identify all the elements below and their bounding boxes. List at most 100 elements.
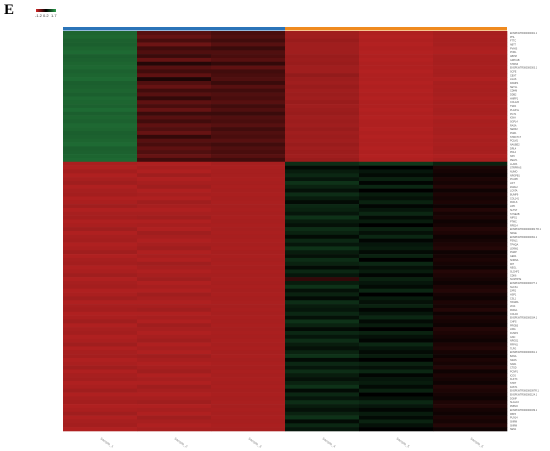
heatmap-cell-r60-c5 — [433, 261, 508, 266]
heatmap-cell-r100-c0 — [63, 415, 138, 420]
heatmap-cell-r78-c5 — [433, 331, 508, 336]
heatmap-cell-r76-c5 — [433, 323, 508, 328]
heatmap-cell-r16-c2 — [211, 92, 286, 97]
row-label: PTMC — [510, 220, 517, 223]
row-label: NAR1 — [510, 363, 517, 366]
row-label: LENW1 — [510, 247, 519, 250]
heatmap-cell-r8-c2 — [211, 61, 286, 66]
row-label: FAST1 — [510, 386, 518, 389]
row-label: STMCT1T — [510, 136, 522, 139]
heatmap-cell-r98-c3 — [285, 407, 360, 413]
heatmap-cell-r67-c4 — [359, 288, 434, 293]
heatmap-cell-r77-c2 — [211, 327, 286, 332]
heatmap-cell-r66-c1 — [137, 284, 212, 289]
heatmap-cell-r59-c3 — [285, 257, 360, 263]
heatmap-cell-r17-c0 — [63, 96, 138, 101]
heatmap-cell-r95-c1 — [137, 396, 212, 401]
heatmap-cell-r78-c2 — [211, 331, 286, 336]
heatmap-cell-r94-c3 — [285, 392, 360, 397]
heatmap-cell-r85-c1 — [137, 357, 212, 363]
heatmap-cell-r7-c0 — [63, 57, 138, 63]
heatmap-cell-r17-c1 — [137, 96, 212, 101]
heatmap-cell-r53-c0 — [63, 234, 138, 239]
heatmap-cell-r36-c4 — [359, 169, 434, 174]
heatmap-cell-r6-c2 — [211, 54, 286, 59]
heatmap-cell-r58-c2 — [211, 254, 286, 259]
row-label: COL126 — [510, 101, 520, 104]
heatmap-cell-r54-c4 — [359, 238, 434, 243]
heatmap-cell-r61-c4 — [359, 265, 434, 270]
heatmap-cell-r44-c4 — [359, 200, 434, 205]
heatmap-cell-r86-c4 — [359, 361, 434, 366]
heatmap-cell-r35-c0 — [63, 165, 138, 170]
panel-letter: E — [4, 2, 15, 18]
heatmap-cell-r76-c0 — [63, 323, 138, 328]
heatmap-cell-r70-c0 — [63, 300, 138, 305]
heatmap-cell-r48-c2 — [211, 215, 286, 220]
heatmap-cell-r71-c3 — [285, 304, 360, 309]
heatmap-cell-r76-c3 — [285, 323, 360, 328]
heatmap-cell-r38-c2 — [211, 177, 286, 182]
heatmap-cell-r64-c0 — [63, 277, 138, 282]
heatmap-cell-r62-c1 — [137, 269, 212, 274]
heatmap-cell-r12-c4 — [359, 77, 434, 82]
row-label: ENSPLWTR000000091.1 — [510, 236, 538, 239]
heatmap-cell-r75-c0 — [63, 319, 138, 324]
heatmap-cell-r23-c2 — [211, 119, 286, 124]
heatmap-cell-r61-c1 — [137, 265, 212, 270]
heatmap-cell-r26-c4 — [359, 131, 434, 136]
heatmap-cell-r8-c5 — [433, 61, 508, 66]
heatmap-cell-r47-c0 — [63, 211, 138, 216]
heatmap-cell-r62-c0 — [63, 269, 138, 274]
heatmap-cell-r34-c1 — [137, 161, 212, 166]
heatmap-cell-r65-c3 — [285, 281, 360, 286]
heatmap-cell-r22-c4 — [359, 115, 434, 120]
heatmap-cell-r66-c5 — [433, 284, 508, 289]
heatmap-cell-r73-c4 — [359, 311, 434, 316]
heatmap-cell-r11-c4 — [359, 73, 434, 78]
heatmap-cell-r40-c5 — [433, 184, 508, 189]
heatmap-cell-r23-c5 — [433, 119, 508, 124]
row-label: LIPK — [510, 205, 516, 208]
heatmap-cell-r47-c4 — [359, 211, 434, 216]
heatmap-cell-r47-c1 — [137, 211, 212, 216]
row-label: NUMO — [510, 170, 517, 173]
heatmap-cell-r28-c3 — [285, 138, 360, 143]
heatmap-cell-r96-c5 — [433, 400, 508, 405]
heatmap-cell-r45-c4 — [359, 204, 434, 209]
heatmap-cell-r38-c4 — [359, 177, 434, 182]
heatmap-cell-r30-c0 — [63, 146, 138, 151]
heatmap-cell-r70-c1 — [137, 300, 212, 305]
heatmap-cell-r100-c1 — [137, 415, 212, 420]
heatmap-cell-r2-c2 — [211, 38, 286, 43]
heatmap-cell-r37-c3 — [285, 173, 360, 178]
row-label: SLCHF2 — [510, 270, 520, 273]
heatmap-cell-r23-c0 — [63, 119, 138, 124]
heatmap-cell-r82-c2 — [211, 346, 286, 351]
heatmap-cell-r71-c0 — [63, 304, 138, 309]
heatmap-cell-r64-c2 — [211, 277, 286, 282]
heatmap-cell-r16-c5 — [433, 92, 508, 97]
row-label: ENSPLWTR000000097R.1 — [510, 390, 539, 393]
heatmap-cell-r97-c3 — [285, 404, 360, 409]
heatmap-cell-r83-c5 — [433, 350, 508, 355]
heatmap-cell-r7-c1 — [137, 57, 212, 63]
heatmap-cell-r0-c2 — [211, 31, 286, 36]
heatmap-cell-r2-c1 — [137, 38, 212, 43]
heatmap-cell-r58-c1 — [137, 254, 212, 259]
heatmap-cell-r35-c2 — [211, 165, 286, 170]
heatmap-cell-r5-c4 — [359, 50, 434, 55]
row-label: ENSPLWTR000000001.1 — [510, 32, 538, 35]
heatmap-cell-r61-c3 — [285, 265, 360, 270]
heatmap-cell-r27-c3 — [285, 134, 360, 139]
heatmap-cell-r46-c2 — [211, 207, 286, 213]
heatmap-cell-r95-c3 — [285, 396, 360, 401]
heatmap-cell-r94-c4 — [359, 392, 434, 397]
heatmap-cell-r39-c5 — [433, 181, 508, 186]
heatmap-cell-r16-c0 — [63, 92, 138, 97]
heatmap-cell-r52-c1 — [137, 231, 212, 236]
heatmap-cell-r43-c1 — [137, 196, 212, 201]
row-label: ENSPLWTR000000034.1 — [510, 317, 538, 320]
heatmap-cell-r13-c5 — [433, 81, 508, 86]
heatmap-cell-r61-c2 — [211, 265, 286, 270]
